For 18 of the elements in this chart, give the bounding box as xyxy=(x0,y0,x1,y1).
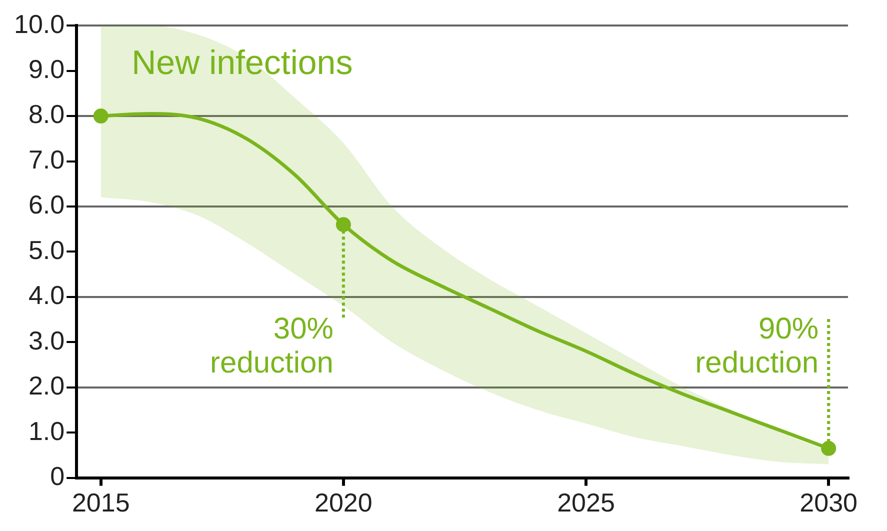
y-tick-label: 0 xyxy=(50,460,65,491)
y-tick-label: 5.0 xyxy=(28,234,65,265)
x-tick-label: 2020 xyxy=(314,488,372,518)
y-tick-label: 4.0 xyxy=(28,280,65,310)
series-label: New infections xyxy=(132,44,353,82)
x-tick-label: 2030 xyxy=(800,488,858,518)
y-tick-label: 2.0 xyxy=(28,370,65,401)
y-tick-label: 7.0 xyxy=(28,144,65,174)
y-tick-label: 6.0 xyxy=(28,190,65,220)
y-tick-label: 10.0 xyxy=(14,8,65,39)
y-tick-label: 9.0 xyxy=(28,54,65,84)
annotation: 90% reduction xyxy=(695,312,819,380)
y-tick-label: 1.0 xyxy=(28,416,65,446)
x-tick-label: 2015 xyxy=(72,488,130,518)
annotation: 30% reduction xyxy=(210,312,334,380)
y-tick-label: 3.0 xyxy=(28,325,65,356)
y-tick-label: 8.0 xyxy=(28,99,65,130)
x-tick-label: 2025 xyxy=(557,488,615,518)
